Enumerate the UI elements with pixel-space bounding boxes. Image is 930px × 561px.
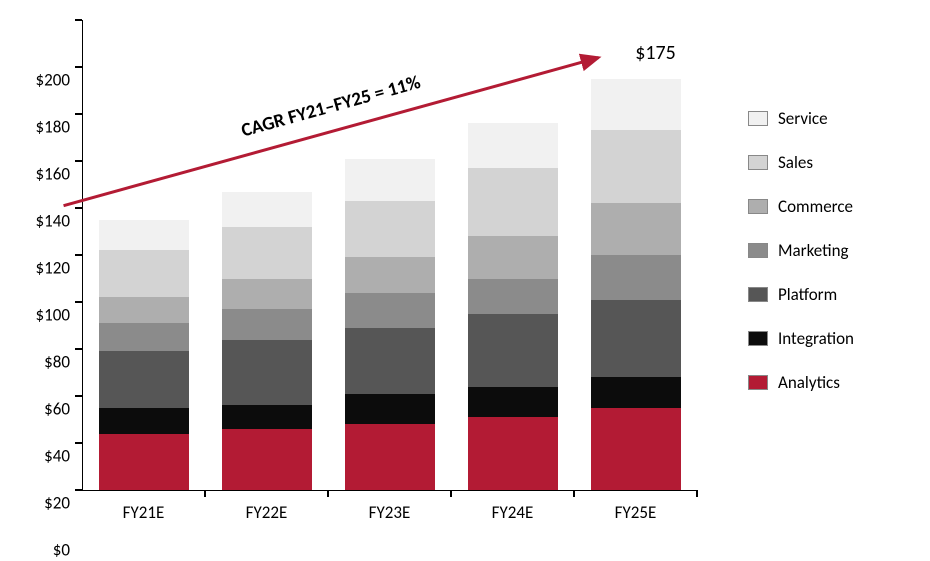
x-axis-tick-mark [450, 490, 452, 497]
bar-segment-commerce [468, 236, 558, 278]
legend-label: Sales [778, 152, 813, 173]
bar-segment-platform [99, 351, 189, 407]
y-axis-tick-mark [75, 442, 82, 444]
legend-item-service: Service [748, 108, 828, 129]
bar-segment-platform [222, 340, 312, 406]
bar-segment-platform [468, 314, 558, 387]
bar-segment-commerce [99, 297, 189, 323]
y-axis-tick-mark [75, 348, 82, 350]
legend-swatch [748, 199, 768, 214]
bar-segment-analytics [345, 424, 435, 490]
y-axis-tick-label: $160 [36, 164, 70, 185]
bar-segment-analytics [468, 417, 558, 490]
bar-segment-sales [99, 250, 189, 297]
y-axis-tick-mark [75, 113, 82, 115]
legend-label: Platform [778, 284, 837, 305]
bar-group [468, 123, 558, 490]
legend-item-integration: Integration [748, 328, 854, 349]
y-axis-tick-label: $180 [36, 117, 70, 138]
value-callout: $175 [635, 41, 676, 65]
bar-segment-sales [345, 201, 435, 257]
bar-segment-integration [99, 408, 189, 434]
bar-segment-service [222, 192, 312, 227]
bar-segment-commerce [591, 203, 681, 255]
bar-group [591, 79, 681, 490]
legend-label: Commerce [778, 196, 853, 217]
bar-segment-sales [591, 130, 681, 203]
bar-segment-integration [468, 387, 558, 418]
bar-segment-integration [591, 377, 681, 408]
x-axis-tick-mark [696, 490, 698, 497]
legend-swatch [748, 155, 768, 170]
x-axis-tick-label: FY23E [369, 502, 411, 523]
y-axis-tick-label: $0 [53, 540, 70, 561]
bar-segment-marketing [99, 323, 189, 351]
y-axis-tick-mark [75, 66, 82, 68]
legend-label: Integration [778, 328, 854, 349]
y-axis-tick-mark [75, 160, 82, 162]
bar-segment-marketing [222, 309, 312, 340]
y-axis-tick-mark [75, 489, 82, 491]
bar-segment-service [591, 79, 681, 131]
bar-segment-analytics [222, 429, 312, 490]
x-axis-tick-label: FY24E [492, 502, 534, 523]
y-axis-tick-label: $40 [44, 446, 70, 467]
bar-segment-commerce [345, 257, 435, 292]
bar-segment-analytics [591, 408, 681, 490]
y-axis-tick-mark [75, 301, 82, 303]
bar-segment-service [345, 159, 435, 201]
bar-group [222, 192, 312, 490]
legend-item-marketing: Marketing [748, 240, 849, 261]
bar-segment-service [99, 220, 189, 251]
x-axis-tick-label: FY21E [123, 502, 165, 523]
bar-segment-marketing [468, 279, 558, 314]
legend-label: Service [778, 108, 828, 129]
legend-label: Marketing [778, 240, 849, 261]
x-axis-tick-mark [204, 490, 206, 497]
bar-group [99, 220, 189, 490]
legend-label: Analytics [778, 372, 840, 393]
bar-segment-integration [345, 394, 435, 425]
y-axis-tick-label: $100 [36, 305, 70, 326]
bar-segment-platform [591, 300, 681, 378]
bar-segment-sales [222, 227, 312, 279]
legend-swatch [748, 375, 768, 390]
bar-segment-analytics [99, 434, 189, 490]
y-axis-tick-label: $20 [44, 493, 70, 514]
x-axis-tick-label: FY22E [246, 502, 288, 523]
x-axis-tick-label: FY25E [615, 502, 657, 523]
legend-item-analytics: Analytics [748, 372, 840, 393]
legend-item-sales: Sales [748, 152, 813, 173]
legend-item-commerce: Commerce [748, 196, 853, 217]
x-axis-tick-mark [573, 490, 575, 497]
x-axis-tick-mark [327, 490, 329, 497]
bar-segment-integration [222, 405, 312, 429]
stacked-bar-chart: $0$20$40$60$80$100$120$140$160$180$200FY… [0, 0, 930, 550]
y-axis-tick-label: $140 [36, 211, 70, 232]
y-axis-tick-mark [75, 395, 82, 397]
bar-segment-marketing [345, 293, 435, 328]
bar-segment-platform [345, 328, 435, 394]
y-axis-tick-mark [75, 254, 82, 256]
bar-segment-marketing [591, 255, 681, 300]
legend-swatch [748, 111, 768, 126]
y-axis-tick-label: $60 [44, 399, 70, 420]
bar-group [345, 159, 435, 490]
y-axis-tick-mark [75, 19, 82, 21]
legend-swatch [748, 243, 768, 258]
legend-swatch [748, 331, 768, 346]
bar-segment-commerce [222, 279, 312, 310]
y-axis-tick-label: $80 [44, 352, 70, 373]
y-axis-tick-label: $120 [36, 258, 70, 279]
bar-segment-service [468, 123, 558, 168]
legend-swatch [748, 287, 768, 302]
y-axis-tick-label: $200 [36, 70, 70, 91]
bar-segment-sales [468, 168, 558, 236]
y-axis-tick-mark [75, 207, 82, 209]
legend-item-platform: Platform [748, 284, 837, 305]
